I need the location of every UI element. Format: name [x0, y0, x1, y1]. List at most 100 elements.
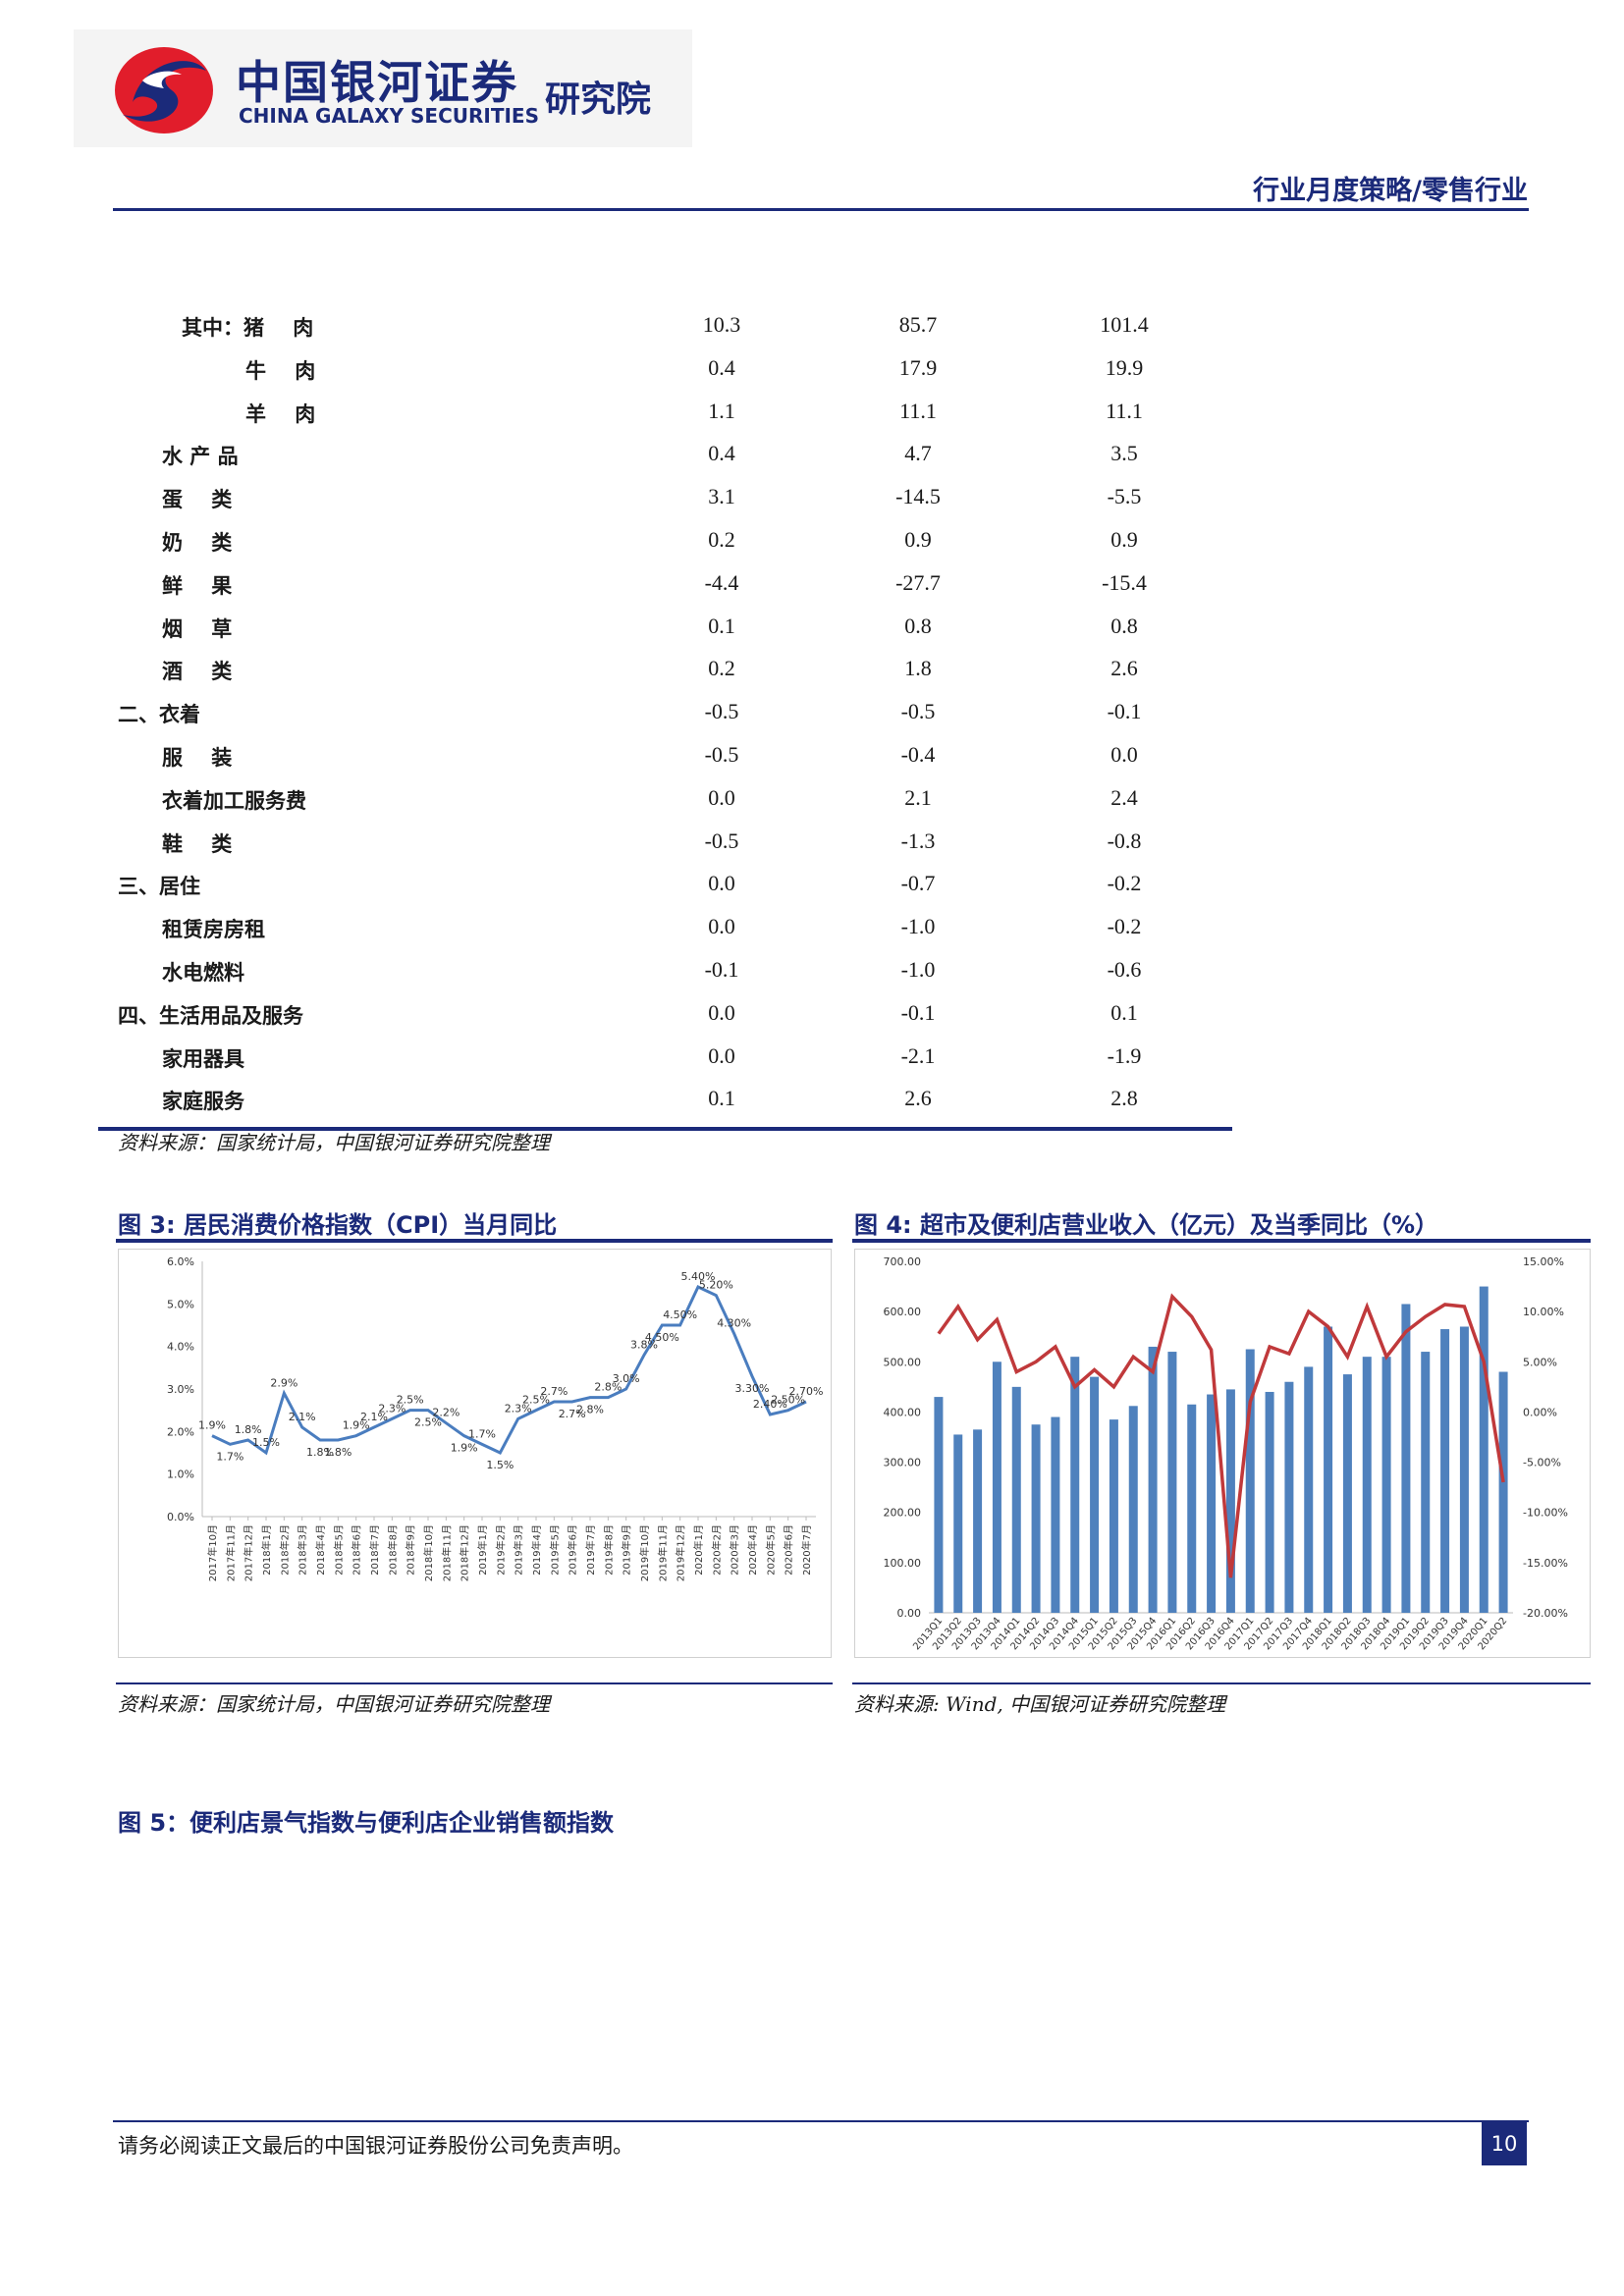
- row-value-v3: 3.5: [1110, 441, 1138, 466]
- data-label: 2.5%: [397, 1394, 424, 1407]
- table-row: 三、居住 0.0 -0.7 -0.2: [98, 863, 1232, 906]
- revenue-bar: [1459, 1326, 1469, 1613]
- y2-tick-label: -15.00%: [1523, 1557, 1568, 1570]
- table-row: 四、生活用品及服务 0.0 -0.1 0.1: [98, 992, 1232, 1036]
- y2-tick-label: 10.00%: [1523, 1306, 1564, 1318]
- data-label: 1.8%: [324, 1446, 352, 1459]
- row-value-v3: 0.0: [1110, 741, 1138, 767]
- row-label: 三、居住: [118, 874, 200, 899]
- row-label: 租赁房房租: [162, 917, 265, 942]
- row-label: 牛 肉: [245, 357, 316, 383]
- row-value-v2: -27.7: [895, 569, 941, 595]
- header-divider: [113, 208, 1529, 211]
- row-value-v2: 0.8: [904, 613, 932, 638]
- data-label: 2.7%: [540, 1385, 568, 1398]
- row-value-v1: -4.4: [704, 569, 739, 595]
- row-value-v1: -0.5: [704, 699, 739, 724]
- x-tick-label: 2018年10月: [422, 1524, 435, 1581]
- row-value-v3: 0.8: [1110, 613, 1138, 638]
- table-row: 蛋 类 3.1 -14.5 -5.5: [98, 476, 1232, 519]
- data-label: 4.50%: [663, 1308, 697, 1321]
- revenue-bar: [1011, 1386, 1021, 1613]
- x-tick-label: 2019年8月: [602, 1524, 615, 1575]
- row-label: 羊 肉: [245, 400, 316, 426]
- row-value-v3: 101.4: [1100, 312, 1149, 337]
- row-value-v3: 0.1: [1110, 999, 1138, 1025]
- data-label: 2.5%: [414, 1416, 442, 1429]
- row-label: 服 装: [162, 744, 233, 770]
- fig4-title: 图 4: 超市及便利店营业收入（亿元）及当季同比（%）: [854, 1211, 1439, 1239]
- row-value-v2: 0.9: [904, 526, 932, 552]
- table-row: 酒 类 0.2 1.8 2.6: [98, 648, 1232, 691]
- yoy-growth-line: [937, 1293, 1505, 1578]
- table-row: 租赁房房租 0.0 -1.0 -0.2: [98, 906, 1232, 949]
- revenue-bar: [953, 1434, 963, 1613]
- fig4-bottom-rule: [852, 1682, 1591, 1684]
- row-value-v1: -0.5: [704, 828, 739, 853]
- revenue-bar: [1324, 1326, 1333, 1613]
- x-tick-label: 2018年12月: [459, 1524, 471, 1581]
- data-label: 2.50%: [771, 1394, 805, 1407]
- row-value-v2: -1.0: [900, 956, 936, 982]
- row-value-v2: -2.1: [900, 1042, 936, 1068]
- revenue-bar: [1187, 1404, 1197, 1613]
- row-value-v1: 0.0: [708, 914, 735, 939]
- row-value-v2: 2.6: [904, 1086, 932, 1111]
- x-tick-label: 2019年2月: [494, 1524, 507, 1575]
- row-value-v2: -0.4: [900, 741, 936, 767]
- row-value-v2: -1.0: [900, 914, 936, 939]
- row-value-v2: -14.5: [895, 484, 941, 509]
- revenue-bar: [1207, 1394, 1217, 1613]
- data-label: 1.5%: [486, 1459, 514, 1471]
- table-row: 水 产 品 0.4 4.7 3.5: [98, 433, 1232, 476]
- table-row: 二、衣着 -0.5 -0.5 -0.1: [98, 691, 1232, 734]
- row-value-v2: 85.7: [898, 312, 938, 337]
- data-label: 1.5%: [252, 1436, 280, 1449]
- row-value-v2: 11.1: [899, 398, 937, 423]
- row-value-v1: 0.2: [708, 656, 735, 681]
- row-value-v2: -0.5: [900, 699, 936, 724]
- y-tick-label: 100.00: [884, 1557, 922, 1570]
- x-tick-label: 2017年12月: [243, 1524, 255, 1581]
- table-row: 家庭服务 0.1 2.6 2.8: [98, 1078, 1232, 1121]
- row-label: 二、衣着: [118, 702, 200, 727]
- x-tick-label: 2019年11月: [656, 1524, 669, 1581]
- row-value-v1: 0.1: [708, 613, 735, 638]
- footer-disclaimer: 请务必阅读正文最后的中国银河证券股份公司免责声明。: [118, 2134, 633, 2158]
- row-label: 鞋 类: [162, 830, 233, 856]
- revenue-bar: [1342, 1374, 1352, 1613]
- footer-divider: [113, 2120, 1529, 2122]
- row-value-v3: 2.8: [1110, 1086, 1138, 1111]
- data-label: 3.0%: [613, 1372, 640, 1385]
- y-tick-label: 2.0%: [167, 1425, 194, 1438]
- data-label: 5.40%: [681, 1270, 716, 1283]
- table-row: 水电燃料 -0.1 -1.0 -0.6: [98, 949, 1232, 992]
- revenue-bar: [1109, 1419, 1118, 1613]
- row-value-v3: -1.9: [1107, 1042, 1142, 1068]
- data-label: 2.8%: [594, 1381, 622, 1394]
- revenue-bar: [1265, 1391, 1274, 1613]
- revenue-bar: [934, 1397, 944, 1613]
- cpi-breakdown-table: 其中：猪 肉 10.3 85.7 101.4 牛 肉 0.4 17.9 19.9 羊 肉 1.1 1…: [98, 304, 1232, 1121]
- x-tick-label: 2020年3月: [729, 1524, 741, 1575]
- data-label: 2.70%: [789, 1385, 824, 1398]
- fig4-title-rule: [852, 1239, 1591, 1243]
- table-row: 奶 类 0.2 0.9 0.9: [98, 519, 1232, 562]
- data-label: 1.9%: [198, 1419, 226, 1432]
- row-label: 蛋 类: [162, 487, 233, 512]
- row-value-v2: 1.8: [904, 656, 932, 681]
- row-value-v3: 19.9: [1105, 354, 1144, 380]
- row-label: 水 产 品: [162, 444, 239, 469]
- revenue-bar: [1070, 1357, 1080, 1613]
- data-label: 3.8%: [630, 1338, 658, 1351]
- data-label: 1.9%: [343, 1419, 370, 1432]
- x-tick-label: 2018年6月: [351, 1524, 363, 1575]
- revenue-bar: [1051, 1416, 1060, 1613]
- data-label: 1.7%: [468, 1427, 496, 1440]
- row-label: 四、生活用品及服务: [118, 1002, 303, 1028]
- revenue-bar: [1401, 1304, 1411, 1613]
- table-row: 家用器具 0.0 -2.1 -1.9: [98, 1036, 1232, 1079]
- x-tick-label: 2018年5月: [332, 1524, 345, 1575]
- table-row: 鲜 果 -4.4 -27.7 -15.4: [98, 562, 1232, 606]
- revenue-bar: [1090, 1376, 1100, 1613]
